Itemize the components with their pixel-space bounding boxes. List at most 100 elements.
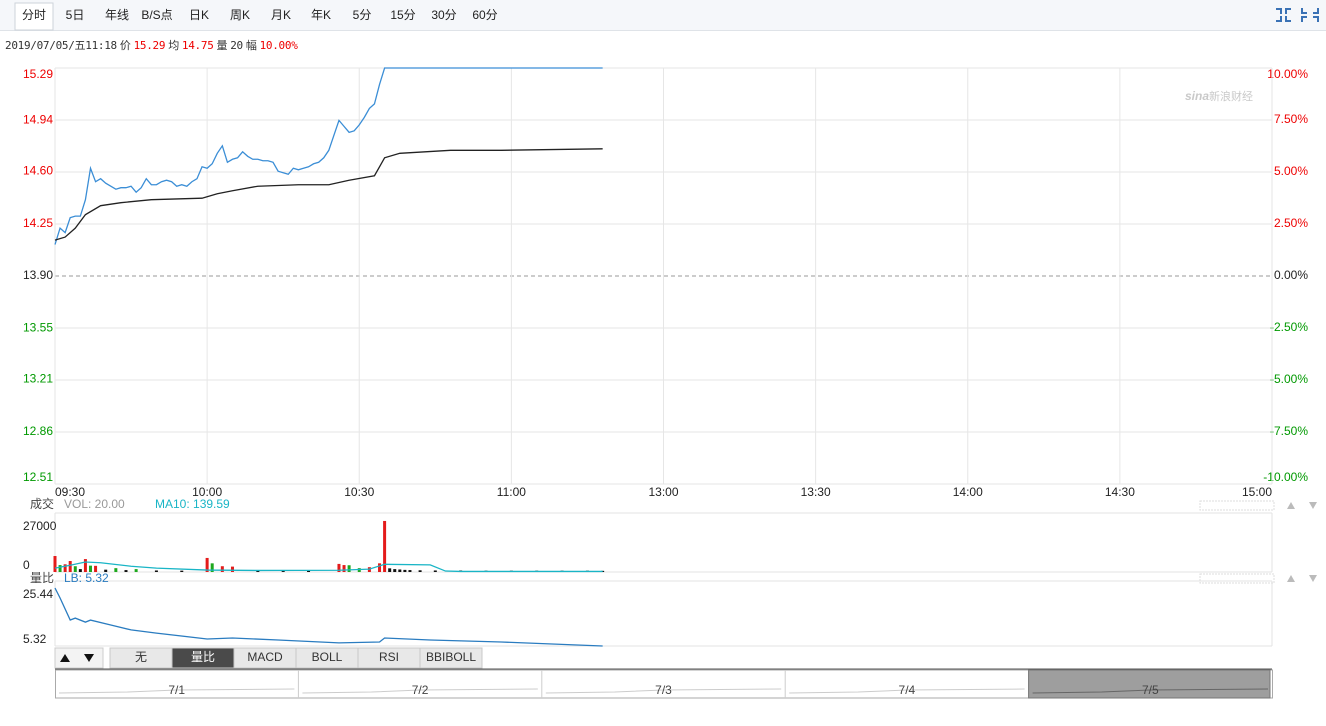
y2-tick-label: 7.50% [1274, 112, 1308, 126]
y2-tick-label: 2.50% [1274, 216, 1308, 230]
navigator-window[interactable] [1028, 669, 1271, 699]
volume-bar [68, 561, 72, 572]
y2-tick-label: -7.50% [1270, 424, 1308, 438]
y-tick-label: 27000 [23, 519, 57, 533]
volume-bar [73, 566, 77, 572]
tab[interactable]: 周K [230, 8, 250, 22]
navigator-label: 7/3 [655, 683, 672, 697]
navigator-label: 7/5 [1142, 683, 1159, 697]
y2-tick-label: -2.50% [1270, 320, 1308, 334]
y2-tick-label: -10.00% [1263, 470, 1308, 484]
y-tick-label: 14.25 [23, 216, 53, 230]
y-tick-label: 14.60 [23, 163, 53, 177]
vol: 20 [230, 39, 243, 52]
navigator-label: 7/2 [412, 683, 429, 697]
volume-bar [78, 569, 82, 572]
volume-bar [134, 569, 138, 572]
tab[interactable]: 年线 [105, 8, 129, 22]
y2-tick-label: -5.00% [1270, 372, 1308, 386]
tab[interactable]: 年K [311, 8, 331, 22]
watermark: sina新浪财经 [1185, 89, 1253, 103]
tab[interactable]: 5分 [353, 8, 372, 22]
volume-bar [58, 565, 62, 572]
volume-bar [388, 568, 392, 572]
indicator-tab[interactable]: BOLL [312, 650, 343, 664]
change: 10.00% [259, 39, 298, 52]
navigator-sparkline [789, 688, 1025, 694]
indicator-tab[interactable]: RSI [379, 650, 399, 664]
volume-bar [383, 520, 387, 572]
volume-bar [124, 570, 128, 572]
volume-bar [94, 565, 98, 572]
ma-text: MA10: 139.59 [155, 497, 230, 511]
y-tick-label: 12.86 [23, 424, 53, 438]
y-tick-label: 14.94 [23, 113, 53, 127]
x-tick-label: 15:00 [1242, 485, 1272, 499]
y2-tick-label: 0.00% [1274, 268, 1308, 282]
y2-tick-label: 5.00% [1274, 164, 1308, 178]
vol-label: 量 [216, 39, 228, 52]
y-tick-label: 15.29 [23, 67, 53, 81]
indicator-tab[interactable]: BBIBOLL [426, 650, 476, 664]
line [54, 587, 603, 647]
x-tick-label: 10:30 [344, 485, 374, 499]
indicator-tab[interactable]: 无 [135, 650, 147, 664]
y-tick-label: 13.55 [23, 321, 53, 335]
panel-label: 成交 [30, 496, 54, 511]
x-tick-label: 14:30 [1105, 485, 1135, 499]
volume-bar [378, 563, 382, 572]
navigator-sparkline [545, 688, 782, 694]
navigator-label: 7/1 [168, 683, 185, 697]
tab[interactable]: 5日 [66, 8, 85, 22]
y-tick-label: 13.21 [23, 371, 53, 385]
x-tick-label: 13:30 [801, 485, 831, 499]
line [54, 561, 603, 573]
tab[interactable]: 15分 [390, 8, 415, 22]
navigator-label: 7/4 [899, 683, 916, 697]
scroll-buttons[interactable] [54, 647, 104, 669]
x-tick-label: 14:00 [953, 485, 983, 499]
tab[interactable]: 月K [271, 8, 291, 22]
volume-bar [342, 565, 346, 572]
volume-bar [83, 559, 87, 572]
tab-active-bg[interactable] [14, 2, 54, 31]
volume-bar [114, 568, 118, 572]
tab[interactable]: 60分 [472, 8, 497, 22]
volume-bar [418, 570, 422, 572]
volume-bar [205, 557, 209, 572]
avg-label: 均 [168, 39, 179, 52]
volume-bar [230, 566, 234, 572]
volume-bar [403, 569, 407, 572]
y-tick-label: 0 [23, 558, 30, 572]
volume-bar [398, 569, 402, 572]
indicator-tab[interactable]: 量比 [191, 650, 215, 664]
navigator-sparkline [58, 688, 295, 694]
volume-bar [408, 570, 412, 572]
indicator-tab-bg[interactable] [419, 647, 483, 669]
panel-controls [1199, 500, 1317, 584]
volume-bar [154, 570, 158, 572]
volume-bar [180, 570, 184, 572]
x-tick-label: 11:00 [497, 485, 526, 499]
volume-bar [210, 563, 214, 572]
line [54, 67, 603, 245]
volume-bar [256, 570, 260, 572]
indicator-tab[interactable]: MACD [247, 650, 283, 664]
zoom-icon[interactable] [1301, 8, 1319, 22]
tab[interactable]: 30分 [431, 8, 456, 22]
watermark-logo: sina [1185, 89, 1209, 103]
tab[interactable]: B/S点 [141, 8, 172, 22]
toolbar [0, 0, 1326, 30]
price: 15.29 [133, 39, 166, 52]
volume-bar [281, 571, 285, 572]
volume-bar [307, 570, 311, 572]
y-tick-label: 5.32 [23, 632, 47, 646]
tab[interactable]: 日K [189, 8, 209, 22]
y-tick-label: 12.51 [23, 470, 53, 484]
volume-bar [337, 563, 341, 572]
tab[interactable]: 分时 [22, 8, 46, 22]
fullscreen-icon[interactable] [1276, 8, 1291, 22]
navigator-sparkline [302, 688, 538, 694]
